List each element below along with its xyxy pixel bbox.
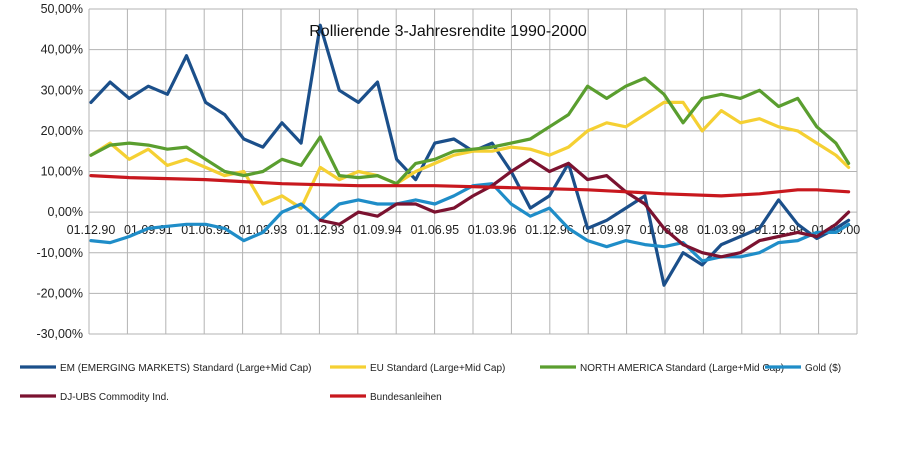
legend-label: Gold ($) bbox=[805, 363, 841, 374]
series-line bbox=[89, 174, 851, 198]
x-tick-label: 01.03.99 bbox=[697, 223, 746, 237]
y-tick-label: -30,00% bbox=[36, 327, 83, 341]
y-tick-label: 0,00% bbox=[48, 205, 83, 219]
legend-label: NORTH AMERICA Standard (Large+Mid Cap) bbox=[580, 363, 784, 374]
series-line bbox=[89, 100, 851, 210]
x-tick-label: 01.12.93 bbox=[296, 223, 345, 237]
x-tick-label: 01.12.90 bbox=[67, 223, 116, 237]
y-tick-label: 40,00% bbox=[41, 43, 83, 57]
x-tick-label: 01.09.97 bbox=[582, 223, 631, 237]
y-tick-label: 30,00% bbox=[41, 83, 83, 97]
y-axis-ticks: 50,00% 40,00% 30,00% 20,00% 10,00% 0,00% -10,0… bbox=[36, 2, 83, 341]
legend-label: Bundesanleihen bbox=[370, 392, 442, 403]
legend-label: DJ-UBS Commodity Ind. bbox=[60, 392, 169, 403]
x-tick-label: 01.06.95 bbox=[410, 223, 459, 237]
x-tick-label: 01.12.96 bbox=[525, 223, 574, 237]
legend: EM (EMERGING MARKETS) Standard (Large+Mi… bbox=[20, 363, 841, 403]
legend-label: EU Standard (Large+Mid Cap) bbox=[370, 363, 505, 374]
y-tick-label: 10,00% bbox=[41, 165, 83, 179]
chart-title: Rollierende 3-Jahresrendite 1990-2000 bbox=[309, 23, 587, 40]
series-lines bbox=[89, 23, 851, 287]
y-tick-label: -20,00% bbox=[36, 286, 83, 300]
series-line bbox=[89, 76, 851, 186]
y-tick-label: 50,00% bbox=[41, 2, 83, 16]
y-tick-label: 20,00% bbox=[41, 124, 83, 138]
legend-label: EM (EMERGING MARKETS) Standard (Large+Mi… bbox=[60, 363, 311, 374]
series-line bbox=[318, 157, 851, 259]
y-tick-label: -10,00% bbox=[36, 246, 83, 260]
x-tick-label: 01.03.96 bbox=[468, 223, 517, 237]
x-tick-label: 01.09.94 bbox=[353, 223, 402, 237]
grid bbox=[88, 8, 858, 335]
